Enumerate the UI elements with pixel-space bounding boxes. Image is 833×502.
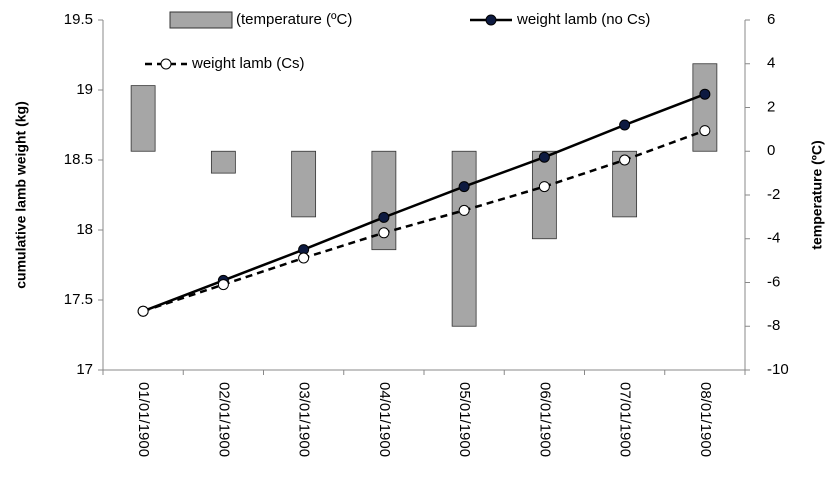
marker <box>619 119 631 131</box>
marker <box>538 181 550 193</box>
y-tick-label: 19.5 <box>64 11 93 28</box>
x-tick-label: 01/01/1900 <box>135 382 152 457</box>
bar <box>210 150 236 174</box>
legend-label: weight lamb (Cs) <box>191 55 305 72</box>
marker <box>298 252 310 264</box>
y2-tick-label: 4 <box>767 55 775 72</box>
y2-axis-title: temperature (ºC) <box>809 140 825 249</box>
legend-label: (temperature (ºC) <box>236 11 352 28</box>
x-tick-label: 05/01/1900 <box>456 382 473 457</box>
y2-tick-label: -2 <box>767 186 780 203</box>
marker <box>378 211 390 223</box>
x-tick-label: 08/01/1900 <box>697 382 714 457</box>
y2-tick-label: -6 <box>767 273 780 290</box>
marker <box>458 204 470 216</box>
x-tick-label: 02/01/1900 <box>215 382 232 457</box>
bar <box>451 150 477 327</box>
y2-tick-label: -4 <box>767 230 780 247</box>
marker <box>378 227 390 239</box>
legend-label: weight lamb (no Cs) <box>516 11 650 28</box>
x-tick-label: 06/01/1900 <box>536 382 553 457</box>
legend-swatch <box>169 11 233 29</box>
line <box>142 129 706 313</box>
legend-marker <box>160 58 172 70</box>
x-tick-label: 04/01/1900 <box>376 382 393 457</box>
bar <box>130 85 156 152</box>
marker <box>458 181 470 193</box>
y-axis-title: cumulative lamb weight (kg) <box>13 101 29 288</box>
y2-tick-label: 6 <box>767 11 775 28</box>
bar <box>291 150 317 218</box>
bar <box>531 150 557 240</box>
marker <box>217 279 229 291</box>
x-tick-label: 03/01/1900 <box>296 382 313 457</box>
y2-tick-label: 2 <box>767 98 775 115</box>
y2-tick-label: -8 <box>767 317 780 334</box>
y-tick-label: 18.5 <box>64 151 93 168</box>
marker <box>619 154 631 166</box>
marker <box>538 151 550 163</box>
y-tick-label: 19 <box>76 81 93 98</box>
y-tick-label: 17.5 <box>64 291 93 308</box>
line <box>142 93 706 313</box>
marker <box>699 125 711 137</box>
legend-marker <box>485 14 497 26</box>
x-tick-label: 07/01/1900 <box>617 382 634 457</box>
y2-tick-label: 0 <box>767 142 775 159</box>
marker <box>137 305 149 317</box>
marker <box>699 88 711 100</box>
y2-tick-label: -10 <box>767 361 789 378</box>
bar <box>692 63 718 152</box>
y-tick-label: 17 <box>76 361 93 378</box>
y-tick-label: 18 <box>76 221 93 238</box>
